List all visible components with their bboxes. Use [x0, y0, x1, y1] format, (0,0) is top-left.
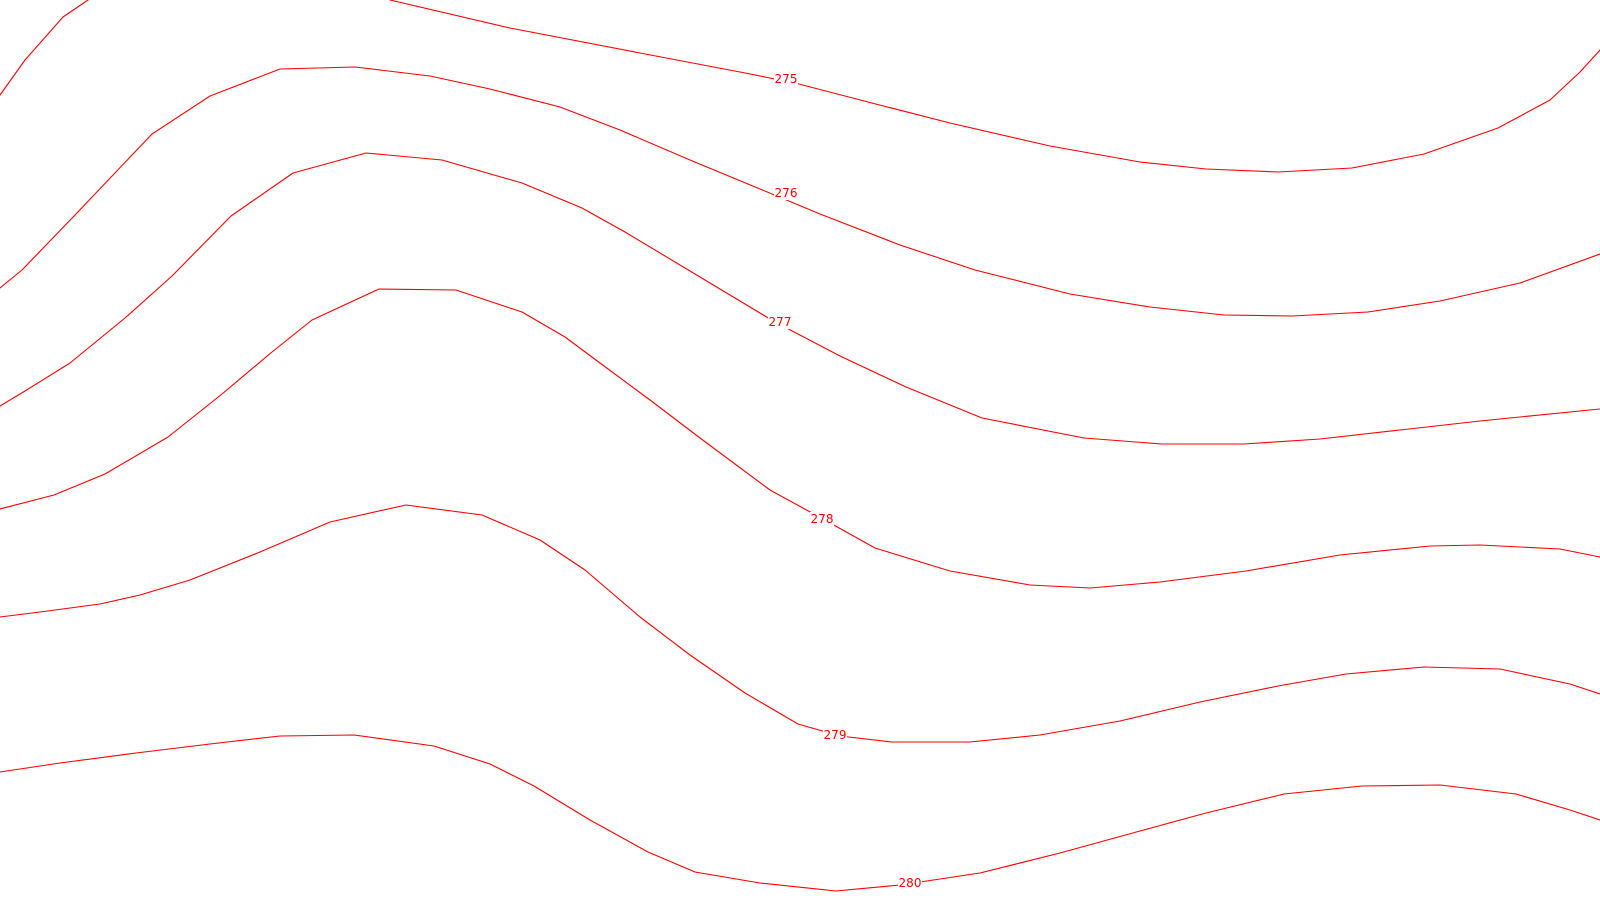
contour-line-upper-left — [0, 0, 89, 96]
contour-label-279-group: 279 — [823, 728, 847, 742]
contour-line-279 — [0, 504, 1600, 743]
contour-label-275: 275 — [775, 72, 798, 86]
contour-label-275-group: 275 — [774, 72, 798, 86]
contour-label-280: 280 — [899, 876, 922, 890]
contour-label-277-group: 277 — [768, 315, 792, 329]
contour-line-278 — [0, 288, 1600, 589]
contour-label-278-group: 278 — [810, 512, 834, 526]
contour-label-276-group: 276 — [774, 186, 798, 200]
contour-line-280 — [0, 734, 1600, 892]
contour-label-277: 277 — [769, 315, 792, 329]
contour-label-278: 278 — [811, 512, 834, 526]
contour-line-277 — [0, 152, 1600, 445]
contour-line-275 — [389, 0, 1600, 173]
contour-label-276: 276 — [775, 186, 798, 200]
contour-label-279: 279 — [824, 728, 847, 742]
contour-label-280-group: 280 — [898, 876, 922, 890]
contour-line-276 — [0, 66, 1600, 317]
